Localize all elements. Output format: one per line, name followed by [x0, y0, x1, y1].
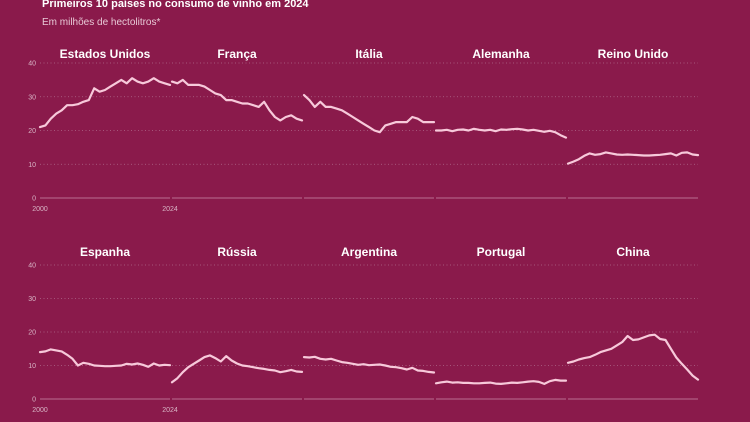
y-tick-label: 20 — [28, 128, 36, 135]
panel-argentina: Argentina — [302, 245, 436, 400]
y-tick-label: 30 — [28, 94, 36, 101]
series-line — [170, 354, 304, 384]
y-tick-label: 20 — [28, 330, 36, 337]
panel-title: Espanha — [80, 245, 130, 259]
panel-frança: França — [170, 47, 304, 199]
series-line — [38, 77, 172, 129]
x-tick-label: 2024 — [162, 206, 178, 213]
y-tick-label: 10 — [28, 162, 36, 169]
y-tick-label: 0 — [32, 397, 36, 404]
panel-espanha: Espanha 0 10 20 30 40 2000 2024 — [28, 245, 178, 414]
y-tick-label: 40 — [28, 263, 36, 270]
y-tick-label: 10 — [28, 363, 36, 370]
panel-china: China — [566, 245, 700, 400]
series-line — [302, 93, 436, 134]
panel-title: Reino Unido — [598, 47, 669, 61]
panel-title: Argentina — [341, 245, 397, 259]
x-tick-label: 2000 — [32, 407, 48, 414]
chart-subtitle: Em milhões de hectolitros* — [42, 17, 161, 28]
x-tick-label: 2024 — [162, 407, 178, 414]
y-tick-label: 40 — [28, 61, 36, 68]
chart-title: Primeiros 10 países no consumo de vinho … — [42, 0, 309, 10]
panel-alemanha: Alemanha — [434, 47, 568, 199]
x-tick-label: 2000 — [32, 206, 48, 213]
series-line — [170, 78, 304, 122]
series-line — [566, 151, 700, 165]
panel-title: Estados Unidos — [60, 47, 151, 61]
series-line — [566, 333, 700, 381]
y-tick-label: 0 — [32, 196, 36, 203]
series-line — [434, 127, 568, 139]
panel-title: Portugal — [477, 245, 526, 259]
panel-title: Itália — [355, 47, 383, 61]
panel-reino-unido: Reino Unido — [566, 47, 700, 199]
series-line — [302, 355, 436, 374]
y-tick-label: 30 — [28, 296, 36, 303]
panel-title: Alemanha — [472, 47, 530, 61]
panel-rússia: Rússia — [170, 245, 304, 400]
panel-portugal: Portugal — [434, 245, 568, 400]
panel-title: França — [217, 47, 257, 61]
panel-title: Rússia — [217, 245, 257, 259]
series-line — [434, 378, 568, 385]
panel-title: China — [616, 245, 650, 259]
panel-itália: Itália — [302, 47, 436, 199]
series-line — [38, 348, 172, 368]
panel-estados-unidos: Estados Unidos 0 10 20 30 40 2000 2024 — [28, 47, 178, 213]
